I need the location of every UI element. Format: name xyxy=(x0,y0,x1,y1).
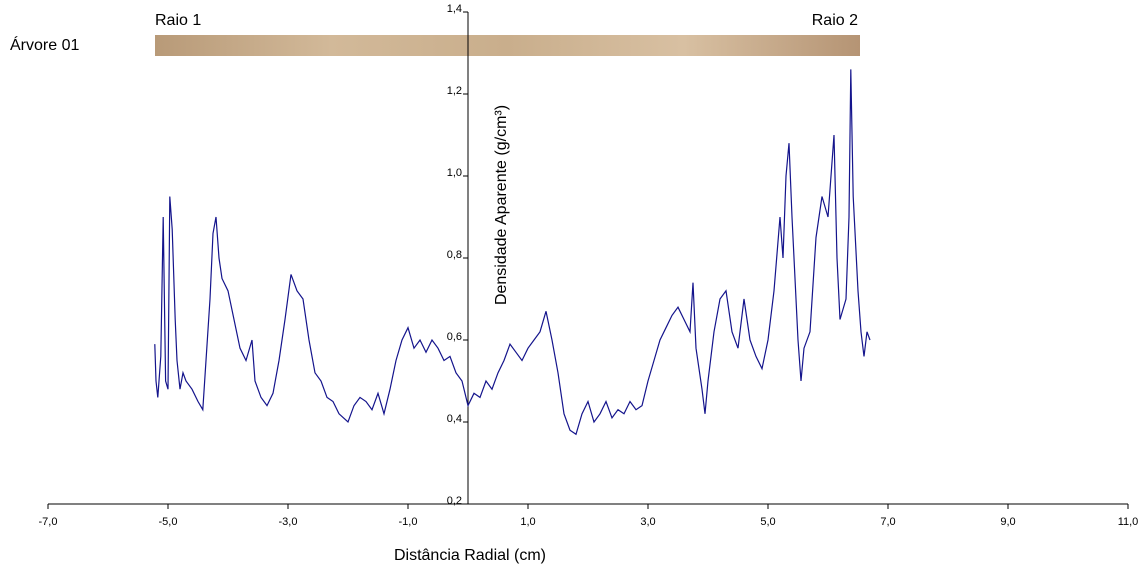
tree-label: Árvore 01 xyxy=(10,35,79,54)
left-radius-label: Raio 1 xyxy=(155,12,201,29)
y-tick-label: 1,0 xyxy=(447,167,462,179)
y-axis-label: Densidade Aparente (g/cm³) xyxy=(493,105,510,305)
x-tick-label: -5,0 xyxy=(159,516,178,528)
x-tick-label: 3,0 xyxy=(640,516,655,528)
wood-sample xyxy=(155,35,860,56)
y-tick-label: 1,2 xyxy=(447,85,462,97)
x-tick-label: -3,0 xyxy=(279,516,298,528)
x-axis-label: Distância Radial (cm) xyxy=(394,547,546,564)
x-tick-label: 7,0 xyxy=(880,516,895,528)
x-tick-label: 9,0 xyxy=(1000,516,1015,528)
x-tick-label: -7,0 xyxy=(39,516,58,528)
y-tick-label: 0,6 xyxy=(447,331,462,343)
right-radius-label: Raio 2 xyxy=(812,12,858,29)
y-tick-label: 0,8 xyxy=(447,249,462,261)
x-tick-label: 1,0 xyxy=(520,516,535,528)
y-tick-label: 1,4 xyxy=(447,3,462,15)
x-tick-label: 11,0 xyxy=(1118,516,1139,528)
x-tick-label: 5,0 xyxy=(760,516,775,528)
y-tick-label: 0,4 xyxy=(447,413,462,425)
y-tick-label: 0,2 xyxy=(447,495,462,507)
x-tick-label: -1,0 xyxy=(399,516,418,528)
density-line xyxy=(154,69,871,436)
